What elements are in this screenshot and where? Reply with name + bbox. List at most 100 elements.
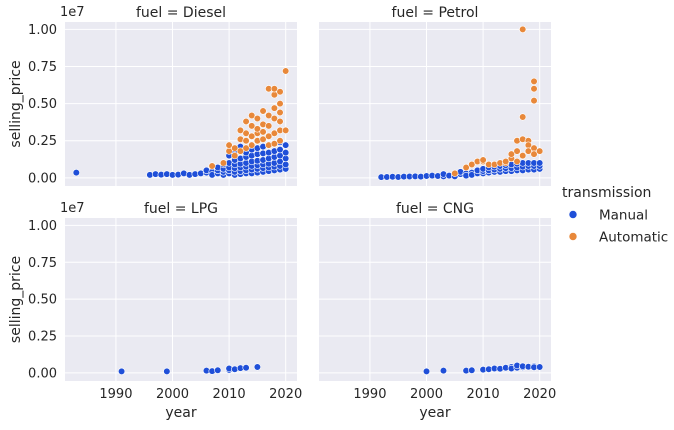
data-point-automatic bbox=[219, 159, 228, 167]
y-tick-label: 0.75 bbox=[28, 256, 57, 271]
data-point-automatic bbox=[524, 147, 532, 155]
legend-label-automatic: Automatic bbox=[599, 230, 668, 246]
data-point-automatic bbox=[530, 97, 538, 105]
data-point-automatic bbox=[519, 25, 527, 34]
data-point-automatic bbox=[231, 144, 239, 152]
data-point-manual bbox=[422, 367, 431, 376]
x-tick-label: 2010 bbox=[213, 387, 246, 402]
data-point-automatic bbox=[259, 128, 267, 136]
x-tick-label: 1990 bbox=[353, 387, 386, 402]
data-point-automatic bbox=[242, 129, 250, 137]
data-point-automatic bbox=[276, 137, 284, 145]
data-point-automatic bbox=[259, 107, 267, 115]
data-point-automatic bbox=[536, 147, 544, 155]
y-tick-label: 0.25 bbox=[28, 134, 57, 149]
data-point-automatic bbox=[248, 122, 256, 130]
data-point-manual bbox=[163, 367, 171, 376]
y-axis-title: selling_price bbox=[8, 256, 24, 343]
data-point-automatic bbox=[451, 169, 459, 177]
data-point-manual bbox=[282, 141, 290, 149]
x-tick-label: 2020 bbox=[269, 387, 302, 402]
data-point-automatic bbox=[265, 111, 273, 120]
y-tick-label: 0.50 bbox=[28, 293, 57, 308]
data-point-manual bbox=[117, 367, 126, 376]
data-point-automatic bbox=[530, 85, 538, 93]
data-point-automatic bbox=[519, 151, 527, 160]
data-point-automatic bbox=[236, 147, 245, 155]
data-point-manual bbox=[253, 363, 261, 371]
data-point-automatic bbox=[225, 141, 233, 149]
data-point-automatic bbox=[276, 100, 284, 108]
data-point-automatic bbox=[276, 108, 284, 117]
x-tick-label: 2020 bbox=[523, 387, 556, 402]
data-point-manual bbox=[242, 364, 250, 372]
data-point-automatic bbox=[231, 151, 239, 160]
x-tick-label: 1990 bbox=[99, 387, 132, 402]
data-point-automatic bbox=[270, 140, 278, 148]
y-tick-label: 0.00 bbox=[28, 171, 57, 186]
data-point-automatic bbox=[519, 113, 527, 121]
y-tick-label: 1.00 bbox=[28, 219, 57, 234]
data-point-automatic bbox=[276, 88, 284, 96]
data-point-manual bbox=[536, 363, 544, 371]
data-point-automatic bbox=[265, 132, 273, 140]
y-tick-label: 0.00 bbox=[28, 366, 57, 381]
data-point-automatic bbox=[282, 67, 290, 75]
data-point-automatic bbox=[530, 77, 538, 85]
data-point-automatic bbox=[462, 163, 470, 172]
data-point-manual bbox=[276, 146, 284, 154]
data-point-automatic bbox=[270, 129, 278, 137]
data-point-automatic bbox=[242, 144, 250, 152]
data-point-automatic bbox=[253, 114, 261, 123]
legend-marker-automatic bbox=[568, 232, 578, 241]
data-point-automatic bbox=[265, 122, 273, 130]
data-point-automatic bbox=[248, 141, 256, 149]
facet-title: fuel = Petrol bbox=[392, 5, 479, 21]
data-point-automatic bbox=[270, 114, 278, 123]
facet-title: fuel = Diesel bbox=[136, 5, 226, 21]
y-tick-label: 0.50 bbox=[28, 97, 57, 112]
y-tick-label: 0.25 bbox=[28, 330, 57, 345]
data-point-automatic bbox=[530, 150, 538, 158]
data-point-automatic bbox=[507, 150, 515, 158]
data-point-automatic bbox=[259, 135, 267, 143]
data-point-manual bbox=[468, 366, 476, 374]
data-point-automatic bbox=[242, 137, 250, 145]
data-point-automatic bbox=[479, 156, 487, 164]
data-point-manual bbox=[72, 169, 80, 177]
data-point-automatic bbox=[208, 162, 216, 170]
facet-title: fuel = LPG bbox=[144, 201, 218, 217]
data-point-automatic bbox=[513, 147, 521, 155]
data-point-automatic bbox=[248, 111, 256, 120]
data-point-automatic bbox=[282, 126, 290, 134]
data-point-manual bbox=[214, 366, 222, 374]
data-point-automatic bbox=[242, 117, 250, 126]
y-axis-title: selling_price bbox=[8, 60, 24, 147]
legend-label-manual: Manual bbox=[599, 208, 648, 224]
y-offset-label: 1e7 bbox=[60, 5, 85, 20]
x-tick-label: 2010 bbox=[467, 387, 500, 402]
data-point-automatic bbox=[276, 117, 284, 126]
data-point-automatic bbox=[248, 132, 256, 140]
data-point-automatic bbox=[502, 157, 510, 166]
legend-title: transmission bbox=[562, 185, 651, 201]
y-tick-label: 1.00 bbox=[28, 23, 57, 38]
x-axis-title: year bbox=[165, 405, 196, 421]
data-point-manual bbox=[282, 149, 290, 157]
data-point-automatic bbox=[468, 160, 476, 169]
data-point-manual bbox=[282, 160, 290, 169]
x-tick-label: 2000 bbox=[410, 387, 443, 402]
data-point-automatic bbox=[236, 126, 245, 134]
facet-title: fuel = CNG bbox=[396, 201, 474, 217]
data-point-manual bbox=[439, 367, 448, 375]
y-offset-label: 1e7 bbox=[60, 201, 85, 216]
data-point-automatic bbox=[253, 125, 261, 133]
data-point-manual bbox=[536, 159, 544, 167]
x-axis-title: year bbox=[419, 405, 450, 421]
data-point-automatic bbox=[270, 85, 278, 93]
data-point-automatic bbox=[513, 157, 521, 166]
legend-marker-manual bbox=[568, 210, 578, 219]
data-point-manual bbox=[282, 154, 290, 163]
data-point-automatic bbox=[270, 104, 278, 112]
